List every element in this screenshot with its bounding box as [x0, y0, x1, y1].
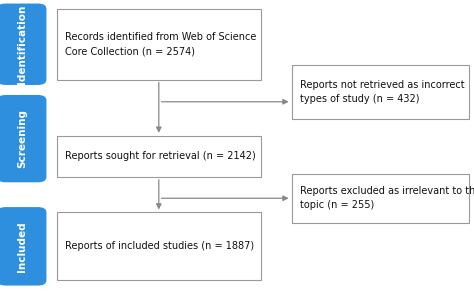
FancyBboxPatch shape: [57, 136, 261, 177]
FancyBboxPatch shape: [57, 212, 261, 280]
FancyBboxPatch shape: [0, 207, 46, 286]
Text: Screening: Screening: [17, 109, 27, 168]
Text: Records identified from Web of Science
Core Collection (n = 2574): Records identified from Web of Science C…: [65, 32, 257, 56]
FancyBboxPatch shape: [57, 9, 261, 80]
Text: Reports not retrieved as incorrect
types of study (n = 432): Reports not retrieved as incorrect types…: [300, 80, 465, 104]
Text: Included: Included: [17, 221, 27, 272]
FancyBboxPatch shape: [0, 95, 46, 182]
Text: Reports excluded as irrelevant to the
topic (n = 255): Reports excluded as irrelevant to the to…: [300, 186, 474, 210]
Text: Reports of included studies (n = 1887): Reports of included studies (n = 1887): [65, 241, 255, 251]
FancyBboxPatch shape: [292, 174, 469, 223]
FancyBboxPatch shape: [0, 4, 46, 85]
FancyBboxPatch shape: [292, 65, 469, 119]
Text: Reports sought for retrieval (n = 2142): Reports sought for retrieval (n = 2142): [65, 151, 256, 161]
Text: Identification: Identification: [17, 4, 27, 84]
